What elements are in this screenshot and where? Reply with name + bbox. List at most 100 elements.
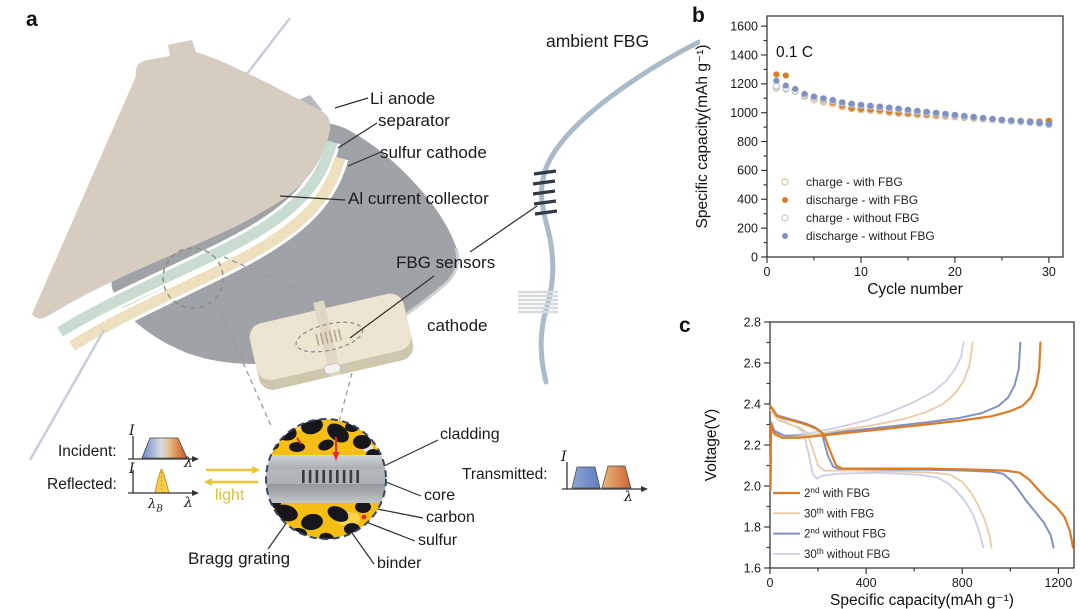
- label-cathode: cathode: [427, 316, 488, 335]
- series-curve: [769, 341, 1042, 492]
- cycling-performance-chart: 0 200 400 600 800 1000 1200 1400 1600 0 10 20 30 Cycl…: [690, 0, 1080, 300]
- data-point: [773, 71, 780, 78]
- y-tick-label: 200: [737, 221, 758, 235]
- y-tick-label: 400: [737, 193, 758, 207]
- annotation: 0.1 C: [776, 44, 813, 61]
- chart-b-canvas: 0 200 400 600 800 1000 1200 1400 1600 0 10 20 30 Cycl…: [694, 15, 1064, 298]
- legend: 2nd with FBG 30th with FBG 2nd without FBG…: [773, 486, 890, 561]
- data-point: [857, 101, 865, 108]
- data-point: [942, 110, 949, 117]
- y-axis-title: Specific capacity(mAh g⁻¹): [694, 45, 711, 229]
- x-tick-label: 400: [856, 576, 877, 590]
- x-axis-title: Specific capacity(mAh g⁻¹): [830, 592, 1014, 609]
- label-transmitted: Transmitted:: [462, 466, 548, 483]
- tick-labels: 1.6 1.8 2.0 2.2 2.4 2.6 2.8 0 400 800 1200: [744, 315, 1073, 590]
- label-separator: separator: [378, 111, 450, 130]
- strain-arrows: [296, 437, 367, 520]
- data-point: [951, 111, 958, 118]
- y-tick-label: 800: [737, 135, 758, 149]
- fbg-grating-marks: [532, 169, 558, 216]
- series-30th-with-fbg: [769, 341, 993, 549]
- label-reflected: Reflected:: [47, 476, 117, 493]
- reflected-spectrum: [128, 468, 199, 496]
- legend: charge - with FBG discharge - with FBG cha…: [781, 175, 935, 243]
- inset-border: [265, 418, 387, 540]
- x-tick-label: 10: [854, 265, 868, 279]
- data-point: [876, 103, 883, 110]
- panel-a-letter: a: [26, 8, 38, 31]
- data-point: [1036, 119, 1043, 126]
- sulfur-cathode-layer: [69, 156, 346, 351]
- pad-grating-marks: [315, 328, 342, 346]
- chart-c-canvas: 1.6 1.8 2.0 2.2 2.4 2.6 2.8 0 400 800 1200 Specific…: [703, 315, 1075, 609]
- data-point: [904, 106, 912, 113]
- y-tick-label: 1.6: [744, 561, 761, 575]
- fiber-ferrule: [324, 362, 341, 375]
- series-curve: [769, 404, 1074, 549]
- series-curve: [769, 341, 1022, 483]
- y-tick-label: 1.8: [744, 520, 761, 534]
- x-tick-label: 0: [764, 265, 771, 279]
- series-2nd-with-fbg: [769, 341, 1074, 549]
- transmitted-spectrum: [562, 462, 648, 492]
- data-point: [801, 90, 808, 97]
- y-tick-label: 2.0: [744, 479, 761, 493]
- legend-label: 2nd without FBG: [804, 527, 886, 541]
- data-point: [914, 107, 921, 114]
- x-axis-title: Cycle number: [867, 281, 963, 298]
- label-cladding: cladding: [440, 426, 500, 443]
- x-tick-label: 1200: [1044, 576, 1072, 590]
- data-point: [989, 115, 996, 122]
- panel-c-letter: c: [679, 314, 691, 337]
- data-point: [848, 100, 855, 107]
- legend-label: charge - without FBG: [806, 211, 919, 225]
- legend-marker: [782, 233, 788, 239]
- series-curve: [769, 409, 993, 549]
- symbol-intensity-transmitted: I: [561, 449, 567, 465]
- data-point: [820, 95, 827, 102]
- x-tick-label: 0: [767, 576, 774, 590]
- fiber-lead-top: [242, 17, 291, 80]
- data-point: [1027, 118, 1034, 125]
- data-point: [961, 112, 968, 119]
- cathode-pad: [249, 293, 414, 390]
- data-point: [792, 85, 799, 92]
- data-point: [839, 99, 846, 106]
- y-tick-label: 2.4: [744, 397, 761, 411]
- symbol-intensity-incident: I: [129, 423, 135, 439]
- y-axis-title: Voltage(V): [703, 409, 720, 481]
- battery-schematic: [28, 17, 700, 565]
- label-incident: Incident:: [58, 443, 117, 460]
- y-tick-label: 1600: [730, 19, 758, 33]
- data-point: [980, 114, 987, 121]
- symbol-lambda-bragg: λB: [148, 497, 163, 515]
- data-point: [867, 102, 874, 109]
- data-point: [923, 108, 930, 115]
- symbol-intensity-reflected: I: [129, 461, 135, 477]
- legend-label: charge - with FBG: [806, 175, 903, 189]
- incident-spectrum: [128, 436, 199, 462]
- label-li-anode: Li anode: [370, 89, 436, 108]
- axis-ticks: [764, 321, 1059, 574]
- label-sulfur-cathode: sulfur cathode: [380, 143, 487, 162]
- plot-frame: [766, 15, 1064, 258]
- x-tick-label: 30: [1042, 265, 1056, 279]
- panel-b-letter: b: [692, 4, 705, 27]
- data-point: [933, 109, 940, 116]
- data-point: [998, 116, 1005, 123]
- pouch-zoom-circle: [162, 247, 224, 309]
- axis-ticks: [761, 25, 1050, 263]
- fiber-lead-bottom: [28, 329, 106, 461]
- label-ambient-fbg: ambient FBG: [546, 31, 650, 51]
- y-tick-label: 1200: [730, 77, 758, 91]
- data-point: [1045, 120, 1052, 127]
- legend-marker: [782, 197, 788, 203]
- ambient-fbg-fiber: [538, 39, 700, 385]
- data-point: [782, 72, 789, 79]
- zoom-connector-lines: [213, 256, 353, 429]
- label-bragg-grating: Bragg grating: [188, 549, 291, 568]
- series-curve: [769, 405, 985, 549]
- legend-label: 30th without FBG: [804, 547, 890, 561]
- separator-layer: [57, 140, 338, 337]
